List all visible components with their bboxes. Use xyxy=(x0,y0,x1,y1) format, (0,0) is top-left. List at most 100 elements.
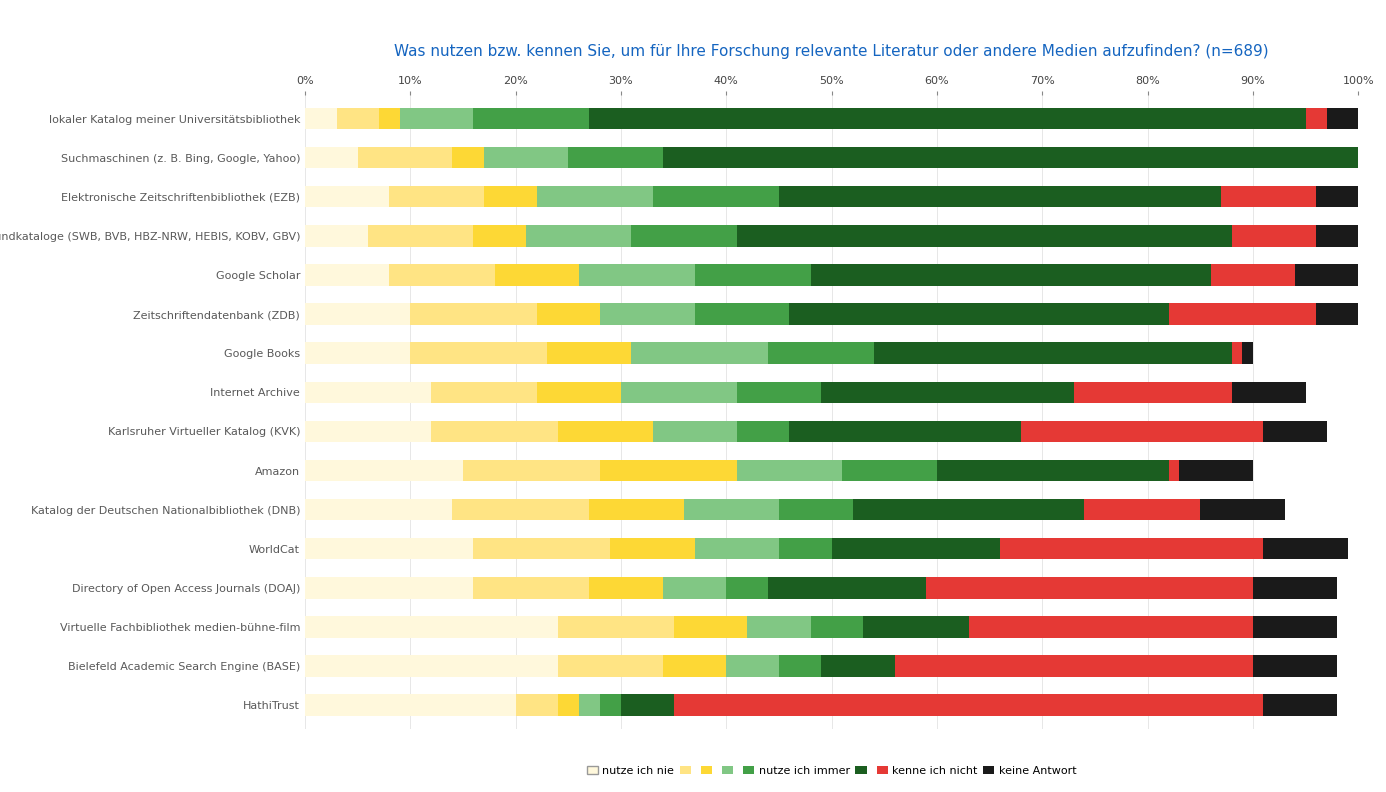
Bar xyxy=(1074,382,1232,403)
Bar xyxy=(305,538,474,559)
Bar xyxy=(536,186,653,208)
Bar xyxy=(737,225,1232,246)
Bar xyxy=(305,695,516,716)
Bar xyxy=(779,655,821,677)
Bar xyxy=(305,382,431,403)
Bar xyxy=(663,577,726,599)
Bar xyxy=(337,108,378,129)
Bar xyxy=(305,459,463,482)
Bar xyxy=(1084,499,1200,520)
Bar xyxy=(926,577,1253,599)
Bar xyxy=(1326,108,1358,129)
Bar xyxy=(1221,186,1317,208)
Bar xyxy=(779,538,832,559)
Bar xyxy=(484,186,536,208)
Bar xyxy=(1317,303,1358,325)
Bar xyxy=(1253,616,1337,638)
Bar xyxy=(1253,655,1337,677)
Bar xyxy=(557,421,653,442)
Bar xyxy=(852,499,1084,520)
Bar xyxy=(811,265,1211,286)
Bar xyxy=(663,655,726,677)
Bar xyxy=(685,499,779,520)
Bar xyxy=(821,655,895,677)
Bar xyxy=(557,655,663,677)
Bar xyxy=(484,147,568,169)
Bar xyxy=(663,147,1386,169)
Bar xyxy=(811,616,863,638)
Bar xyxy=(1168,303,1317,325)
Bar xyxy=(358,147,452,169)
Bar xyxy=(557,616,674,638)
Bar xyxy=(674,695,1264,716)
Bar xyxy=(378,108,399,129)
Bar xyxy=(305,577,474,599)
Bar xyxy=(527,225,632,246)
Bar xyxy=(516,695,557,716)
Bar xyxy=(1253,577,1337,599)
Bar xyxy=(474,538,610,559)
Bar xyxy=(589,499,685,520)
Bar xyxy=(653,421,737,442)
Bar xyxy=(1001,538,1264,559)
Bar xyxy=(621,695,674,716)
Bar xyxy=(726,655,779,677)
Bar xyxy=(832,538,1001,559)
Bar xyxy=(557,695,579,716)
Bar xyxy=(779,499,852,520)
Bar xyxy=(305,499,452,520)
Bar xyxy=(536,303,600,325)
Bar xyxy=(452,499,589,520)
Bar xyxy=(1168,459,1179,482)
Bar xyxy=(589,577,663,599)
Bar xyxy=(568,147,663,169)
Bar xyxy=(474,108,589,129)
Bar xyxy=(653,186,779,208)
Bar xyxy=(474,225,527,246)
Bar xyxy=(621,382,737,403)
Bar xyxy=(463,459,600,482)
Bar xyxy=(1179,459,1253,482)
Bar xyxy=(547,342,632,364)
Bar xyxy=(737,421,790,442)
Bar xyxy=(895,655,1253,677)
Bar xyxy=(737,382,821,403)
Bar xyxy=(768,342,873,364)
Bar xyxy=(1264,695,1337,716)
Bar xyxy=(726,577,768,599)
Bar xyxy=(694,303,790,325)
Bar xyxy=(452,147,484,169)
Bar xyxy=(1211,265,1295,286)
Bar xyxy=(369,225,474,246)
Bar xyxy=(1264,538,1347,559)
Bar xyxy=(305,147,358,169)
Bar xyxy=(305,655,557,677)
Bar xyxy=(768,577,926,599)
Bar xyxy=(600,695,621,716)
Bar xyxy=(779,186,1221,208)
Bar xyxy=(1306,108,1326,129)
Bar xyxy=(474,577,589,599)
Title: Was nutzen bzw. kennen Sie, um für Ihre Forschung relevante Literatur oder ander: Was nutzen bzw. kennen Sie, um für Ihre … xyxy=(394,44,1270,59)
Bar xyxy=(937,459,1168,482)
Bar xyxy=(747,616,811,638)
Bar xyxy=(1232,342,1242,364)
Bar xyxy=(737,459,843,482)
Bar xyxy=(1295,265,1358,286)
Bar xyxy=(536,382,621,403)
Bar xyxy=(305,108,337,129)
Bar xyxy=(305,421,431,442)
Bar xyxy=(1232,225,1317,246)
Bar xyxy=(1021,421,1264,442)
Bar xyxy=(410,303,536,325)
Bar xyxy=(305,265,389,286)
Bar xyxy=(389,186,484,208)
Bar xyxy=(1232,382,1306,403)
Bar xyxy=(305,303,410,325)
Bar xyxy=(589,108,1306,129)
Bar xyxy=(1264,421,1326,442)
Bar xyxy=(431,421,557,442)
Bar xyxy=(1317,225,1358,246)
Bar xyxy=(305,186,389,208)
Bar xyxy=(674,616,747,638)
